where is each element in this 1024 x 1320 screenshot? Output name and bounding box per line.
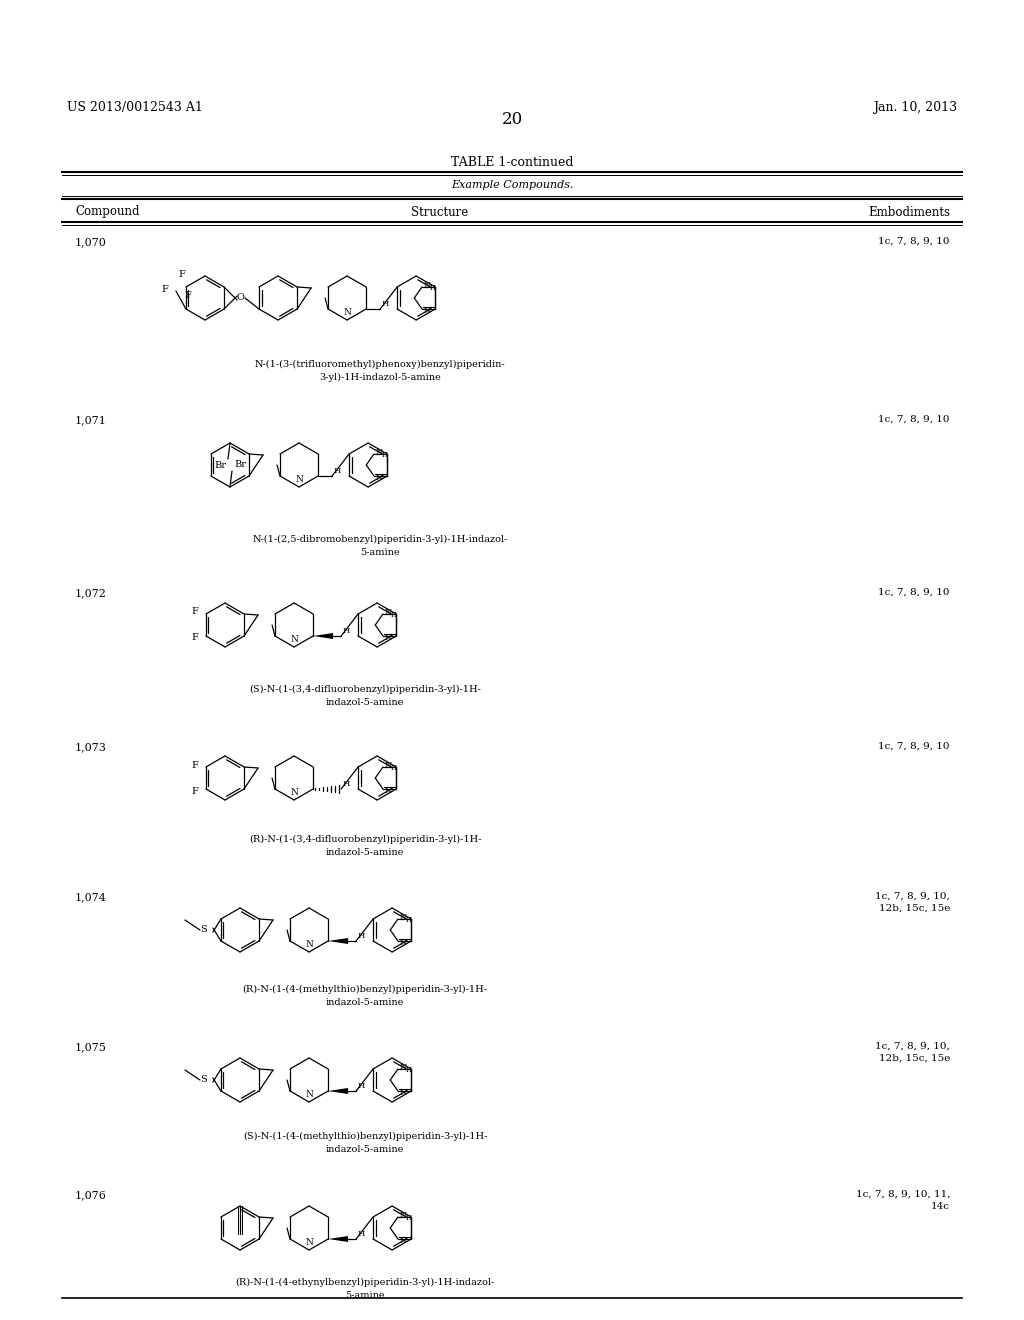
Text: indazol-5-amine: indazol-5-amine xyxy=(326,698,404,708)
Text: (R)-N-(1-(4-(methylthio)benzyl)piperidin-3-yl)-1H-: (R)-N-(1-(4-(methylthio)benzyl)piperidin… xyxy=(243,985,487,994)
Text: N: N xyxy=(290,788,298,797)
Text: N: N xyxy=(385,762,392,770)
Polygon shape xyxy=(328,939,348,944)
Text: F: F xyxy=(191,634,198,643)
Text: TABLE 1-continued: TABLE 1-continued xyxy=(451,156,573,169)
Text: 1c, 7, 8, 9, 10: 1c, 7, 8, 9, 10 xyxy=(879,587,950,597)
Text: 1,072: 1,072 xyxy=(75,587,106,598)
Text: indazol-5-amine: indazol-5-amine xyxy=(326,1144,404,1154)
Text: F: F xyxy=(178,271,184,279)
Text: Compound: Compound xyxy=(75,206,139,219)
Text: F: F xyxy=(161,285,168,293)
Text: F: F xyxy=(184,290,190,300)
Polygon shape xyxy=(328,1236,348,1242)
Text: 1c, 7, 8, 9, 10,: 1c, 7, 8, 9, 10, xyxy=(876,1041,950,1051)
Text: Br: Br xyxy=(214,461,226,470)
Text: N: N xyxy=(400,1089,408,1097)
Text: H: H xyxy=(430,284,436,292)
Text: F: F xyxy=(191,607,198,616)
Text: N: N xyxy=(343,308,351,317)
Text: N: N xyxy=(400,1063,408,1071)
Text: Br: Br xyxy=(234,459,246,469)
Text: H: H xyxy=(406,1067,412,1074)
Text: 1c, 7, 8, 9, 10, 11,: 1c, 7, 8, 9, 10, 11, xyxy=(855,1191,950,1199)
Text: indazol-5-amine: indazol-5-amine xyxy=(326,998,404,1007)
Text: H: H xyxy=(333,467,341,475)
Text: 12b, 15c, 15e: 12b, 15c, 15e xyxy=(879,904,950,913)
Text: S: S xyxy=(201,925,207,935)
Text: F: F xyxy=(191,760,198,770)
Text: N: N xyxy=(305,940,313,949)
Text: 1,073: 1,073 xyxy=(75,742,106,752)
Text: H: H xyxy=(357,1230,365,1238)
Text: N: N xyxy=(290,635,298,644)
Text: 5-amine: 5-amine xyxy=(345,1291,385,1300)
Text: 1c, 7, 8, 9, 10: 1c, 7, 8, 9, 10 xyxy=(879,414,950,424)
Text: N-(1-(2,5-dibromobenzyl)piperidin-3-yl)-1H-indazol-: N-(1-(2,5-dibromobenzyl)piperidin-3-yl)-… xyxy=(252,535,508,544)
Text: H: H xyxy=(406,916,412,924)
Text: (R)-N-(1-(4-ethynylbenzyl)piperidin-3-yl)-1H-indazol-: (R)-N-(1-(4-ethynylbenzyl)piperidin-3-yl… xyxy=(236,1278,495,1287)
Text: 1,076: 1,076 xyxy=(75,1191,106,1200)
Text: N-(1-(3-(trifluoromethyl)phenoxy)benzyl)piperidin-: N-(1-(3-(trifluoromethyl)phenoxy)benzyl)… xyxy=(255,360,505,370)
Text: H: H xyxy=(406,1214,412,1222)
Text: 1,075: 1,075 xyxy=(75,1041,106,1052)
Text: H: H xyxy=(357,932,365,940)
Text: H: H xyxy=(391,764,397,772)
Text: 3-yl)-1H-indazol-5-amine: 3-yl)-1H-indazol-5-amine xyxy=(319,374,441,381)
Text: H: H xyxy=(342,627,349,635)
Text: 1,074: 1,074 xyxy=(75,892,106,902)
Text: indazol-5-amine: indazol-5-amine xyxy=(326,847,404,857)
Text: H: H xyxy=(381,300,388,308)
Text: N: N xyxy=(385,787,392,795)
Text: N: N xyxy=(424,281,431,289)
Text: (S)-N-(1-(3,4-difluorobenzyl)piperidin-3-yl)-1H-: (S)-N-(1-(3,4-difluorobenzyl)piperidin-3… xyxy=(249,685,481,694)
Text: Example Compounds.: Example Compounds. xyxy=(451,180,573,190)
Polygon shape xyxy=(313,634,333,639)
Text: N: N xyxy=(305,1238,313,1247)
Text: US 2013/0012543 A1: US 2013/0012543 A1 xyxy=(67,100,203,114)
Text: 14c: 14c xyxy=(931,1203,950,1210)
Text: H: H xyxy=(342,780,349,788)
Text: Jan. 10, 2013: Jan. 10, 2013 xyxy=(872,100,957,114)
Text: N: N xyxy=(424,308,431,315)
Text: N: N xyxy=(376,474,383,482)
Text: 1c, 7, 8, 9, 10: 1c, 7, 8, 9, 10 xyxy=(879,742,950,751)
Text: 1,071: 1,071 xyxy=(75,414,106,425)
Text: Embodiments: Embodiments xyxy=(868,206,950,219)
Text: N: N xyxy=(400,1210,408,1218)
Text: N: N xyxy=(385,609,392,616)
Text: N: N xyxy=(385,634,392,642)
Text: F: F xyxy=(191,787,198,796)
Text: N: N xyxy=(400,913,408,921)
Text: N: N xyxy=(295,475,303,484)
Text: H: H xyxy=(357,1082,365,1090)
Text: (R)-N-(1-(3,4-difluorobenzyl)piperidin-3-yl)-1H-: (R)-N-(1-(3,4-difluorobenzyl)piperidin-3… xyxy=(249,836,481,843)
Text: 1c, 7, 8, 9, 10,: 1c, 7, 8, 9, 10, xyxy=(876,892,950,902)
Text: 20: 20 xyxy=(502,111,522,128)
Text: O: O xyxy=(237,293,244,302)
Text: N: N xyxy=(400,939,408,946)
Text: N: N xyxy=(305,1090,313,1100)
Text: 1c, 7, 8, 9, 10: 1c, 7, 8, 9, 10 xyxy=(879,238,950,246)
Text: N: N xyxy=(400,1237,408,1245)
Text: N: N xyxy=(376,447,383,455)
Text: (S)-N-(1-(4-(methylthio)benzyl)piperidin-3-yl)-1H-: (S)-N-(1-(4-(methylthio)benzyl)piperidin… xyxy=(243,1133,487,1140)
Text: S: S xyxy=(201,1076,207,1085)
Text: H: H xyxy=(382,451,388,459)
Text: 5-amine: 5-amine xyxy=(360,548,399,557)
Text: Structure: Structure xyxy=(412,206,469,219)
Text: H: H xyxy=(391,611,397,619)
Text: 1,070: 1,070 xyxy=(75,238,106,247)
Text: 12b, 15c, 15e: 12b, 15c, 15e xyxy=(879,1053,950,1063)
Polygon shape xyxy=(328,1088,348,1094)
